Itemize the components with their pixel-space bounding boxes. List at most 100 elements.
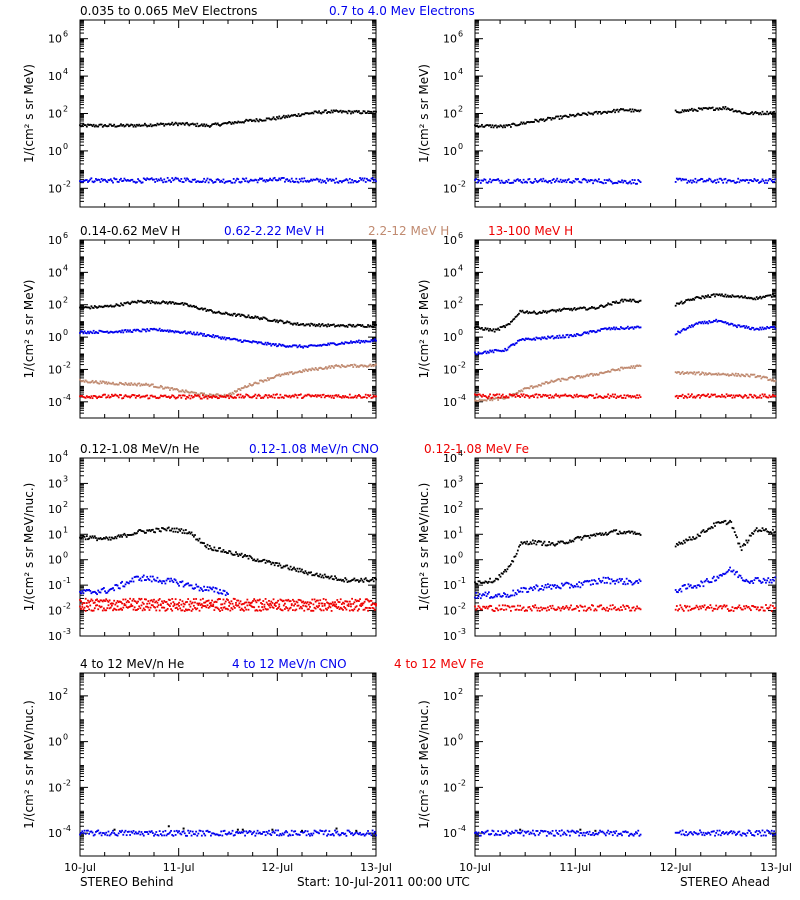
- data-point: [600, 371, 603, 374]
- data-point: [500, 326, 503, 328]
- data-point: [508, 345, 511, 348]
- data-point: [687, 110, 690, 113]
- data-point: [686, 181, 689, 184]
- data-point: [223, 602, 226, 605]
- data-point: [192, 391, 195, 394]
- data-point: [354, 394, 357, 397]
- data-point: [129, 396, 131, 399]
- data-point: [737, 177, 740, 180]
- data-point: [277, 179, 279, 182]
- data-point: [192, 395, 195, 398]
- data-point: [166, 302, 169, 305]
- data-point: [172, 388, 175, 391]
- data-point: [170, 529, 172, 532]
- data-point: [547, 181, 549, 184]
- data-point: [145, 394, 147, 397]
- data-point: [352, 609, 355, 612]
- data-point: [482, 125, 485, 128]
- data-point: [751, 326, 753, 329]
- data-point: [258, 118, 261, 121]
- data-point: [190, 305, 193, 308]
- data-point: [237, 178, 240, 181]
- data-point: [558, 378, 561, 381]
- data-point: [516, 124, 519, 127]
- data-point: [202, 334, 204, 337]
- data-point: [164, 394, 167, 397]
- y-tick-exponent: 6: [458, 30, 463, 39]
- data-point: [606, 328, 608, 331]
- data-point: [591, 179, 593, 182]
- data-point: [506, 348, 509, 351]
- data-point: [475, 124, 478, 127]
- data-point: [345, 341, 348, 344]
- data-point: [628, 109, 630, 112]
- data-point: [256, 599, 259, 602]
- data-point: [88, 332, 91, 335]
- data-point: [95, 380, 97, 383]
- data-point: [363, 177, 366, 180]
- data-point: [198, 602, 201, 605]
- data-point: [198, 589, 201, 592]
- data-point: [745, 394, 748, 397]
- data-point: [126, 606, 129, 609]
- data-point: [83, 179, 86, 182]
- data-point: [211, 310, 213, 313]
- data-point: [492, 351, 495, 354]
- data-point: [88, 537, 91, 540]
- data-point: [716, 395, 719, 398]
- data-point: [104, 393, 106, 396]
- data-point: [216, 178, 219, 181]
- data-point: [222, 589, 225, 592]
- data-point: [123, 585, 126, 588]
- data-point: [581, 376, 584, 379]
- data-point: [331, 394, 334, 397]
- data-point: [487, 397, 490, 400]
- data-point: [354, 606, 357, 609]
- y-tick-exponent: -1: [63, 576, 71, 585]
- data-point: [117, 608, 120, 611]
- data-point: [763, 182, 766, 184]
- data-point: [285, 599, 287, 602]
- data-point: [491, 349, 494, 352]
- data-point: [153, 395, 155, 398]
- data-point: [609, 179, 612, 182]
- data-point: [550, 181, 553, 184]
- data-point: [212, 586, 215, 589]
- data-point: [372, 394, 375, 397]
- data-point: [252, 606, 254, 608]
- data-point: [355, 396, 358, 399]
- data-point: [317, 344, 319, 347]
- data-point: [751, 395, 753, 398]
- data-point: [181, 302, 184, 304]
- data-point: [481, 179, 483, 182]
- data-point: [206, 177, 209, 180]
- data-point: [367, 340, 369, 343]
- data-point: [171, 177, 174, 180]
- data-point: [284, 565, 286, 568]
- data-point: [556, 335, 559, 337]
- data-point: [638, 300, 641, 303]
- data-point: [81, 590, 84, 592]
- data-point: [255, 316, 258, 319]
- data-point: [493, 124, 496, 127]
- data-point: [563, 180, 566, 183]
- data-point: [743, 296, 745, 299]
- data-point: [182, 331, 185, 333]
- data-point: [325, 182, 327, 184]
- data-point: [320, 602, 323, 605]
- data-point: [699, 178, 701, 181]
- data-point: [773, 110, 775, 113]
- data-point: [224, 395, 227, 398]
- data-point: [591, 330, 593, 333]
- data-point: [582, 177, 585, 180]
- data-point: [321, 344, 324, 346]
- data-point: [492, 397, 495, 400]
- data-point: [522, 393, 525, 396]
- data-point: [150, 604, 153, 607]
- data-point: [331, 323, 334, 326]
- data-point: [82, 307, 85, 309]
- data-point: [169, 123, 171, 126]
- data-point: [579, 334, 582, 337]
- data-point: [125, 395, 128, 398]
- data-point: [497, 125, 500, 128]
